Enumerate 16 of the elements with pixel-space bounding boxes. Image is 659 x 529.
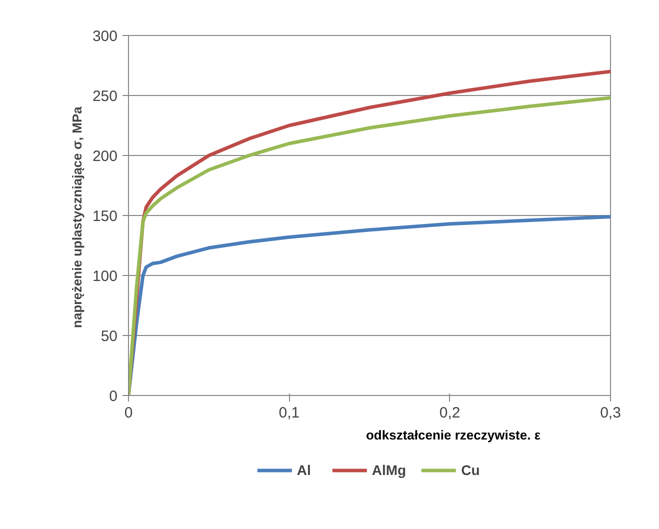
y-tick-label: 250: [92, 88, 118, 105]
x-tick-label: 0: [124, 404, 133, 422]
x-axis-title: odkształcenie rzeczywiste. ε: [366, 428, 541, 442]
y-tick-label: 200: [92, 148, 118, 165]
y-axis-title: naprężenie uplastyczniające σ, MPa: [69, 106, 84, 328]
legend-label: AlMg: [372, 462, 406, 478]
y-tick-label: 100: [92, 268, 118, 285]
x-tick-label: 0,3: [600, 404, 621, 422]
legend-label: Al: [296, 462, 312, 478]
x-tick-label: 0,2: [439, 404, 460, 422]
y-tick-label: 300: [92, 28, 118, 45]
x-tick-label: 0,1: [278, 404, 300, 422]
y-tick-label: 0: [109, 388, 118, 405]
legend-label: Cu: [461, 462, 481, 478]
y-tick-label: 50: [100, 328, 118, 345]
y-tick-label: 150: [92, 208, 118, 225]
